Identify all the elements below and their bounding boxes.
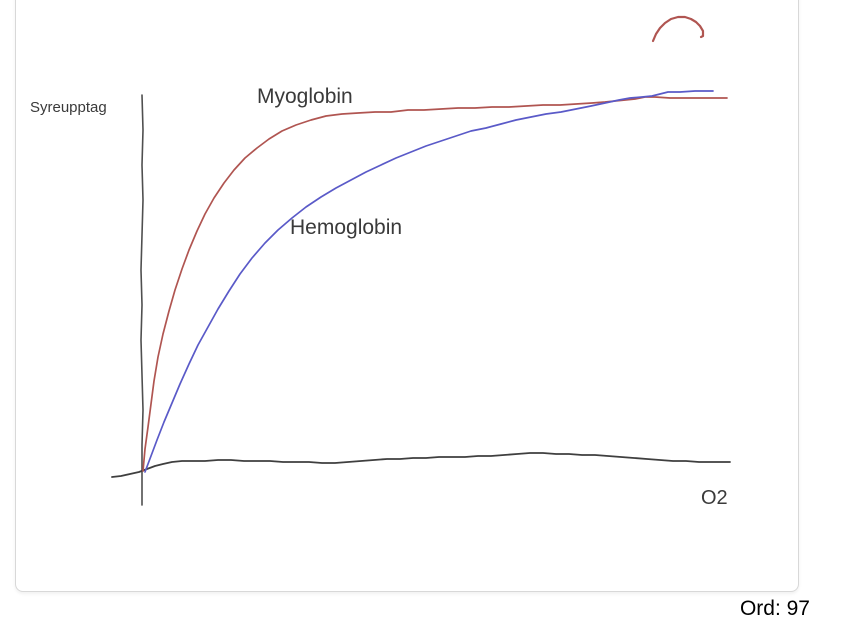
drawing-canvas[interactable]	[15, 0, 799, 592]
hemoglobin-label: Hemoglobin	[290, 216, 403, 239]
myoglobin-label: Myoglobin	[257, 85, 353, 108]
x-axis-label: O2	[701, 487, 728, 509]
y-axis-label: Syreupptag	[30, 99, 107, 116]
word-count: Ord: 97	[739, 597, 810, 620]
